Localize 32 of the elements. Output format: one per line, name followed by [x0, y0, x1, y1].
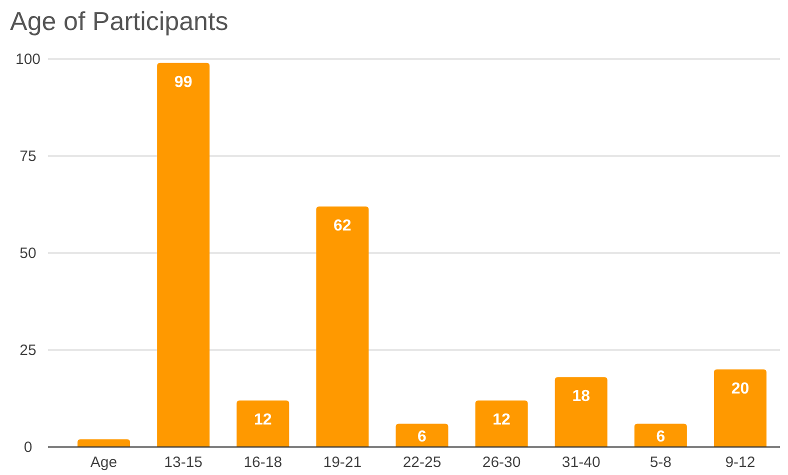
data-label: 18 [572, 388, 590, 406]
y-tick-label: 75 [20, 148, 36, 165]
data-label: 12 [254, 411, 272, 428]
bar [714, 369, 766, 447]
data-label: 6 [656, 428, 666, 446]
data-label: 12 [492, 411, 511, 428]
x-tick-label: 13-15 [164, 454, 203, 471]
chart-title: Age of Participants [10, 6, 228, 36]
bar [236, 400, 290, 447]
bar [78, 439, 130, 447]
bar [634, 424, 687, 447]
x-tick-label: 31-40 [562, 454, 600, 471]
y-tick-label: 100 [15, 51, 41, 68]
x-tick-label: 22-25 [402, 454, 442, 471]
data-label: 6 [418, 428, 427, 446]
y-tick-label: 0 [24, 439, 32, 456]
x-tick-label: 5-8 [650, 454, 672, 471]
x-tick-label: 19-21 [323, 454, 362, 471]
y-tick-label: 25 [20, 342, 36, 359]
bar [396, 424, 448, 447]
bar [475, 400, 528, 447]
bar [554, 377, 608, 447]
x-tick-label: Age [90, 454, 118, 471]
x-tick-label: 16-18 [244, 454, 282, 471]
data-label: 99 [174, 74, 192, 91]
x-tick-label: 26-30 [482, 454, 521, 471]
data-label: 20 [731, 380, 750, 398]
x-tick-label: 9-12 [725, 454, 756, 471]
bar [157, 62, 210, 447]
y-tick-label: 50 [20, 245, 36, 262]
bar [316, 206, 369, 447]
data-label: 62 [334, 217, 352, 234]
